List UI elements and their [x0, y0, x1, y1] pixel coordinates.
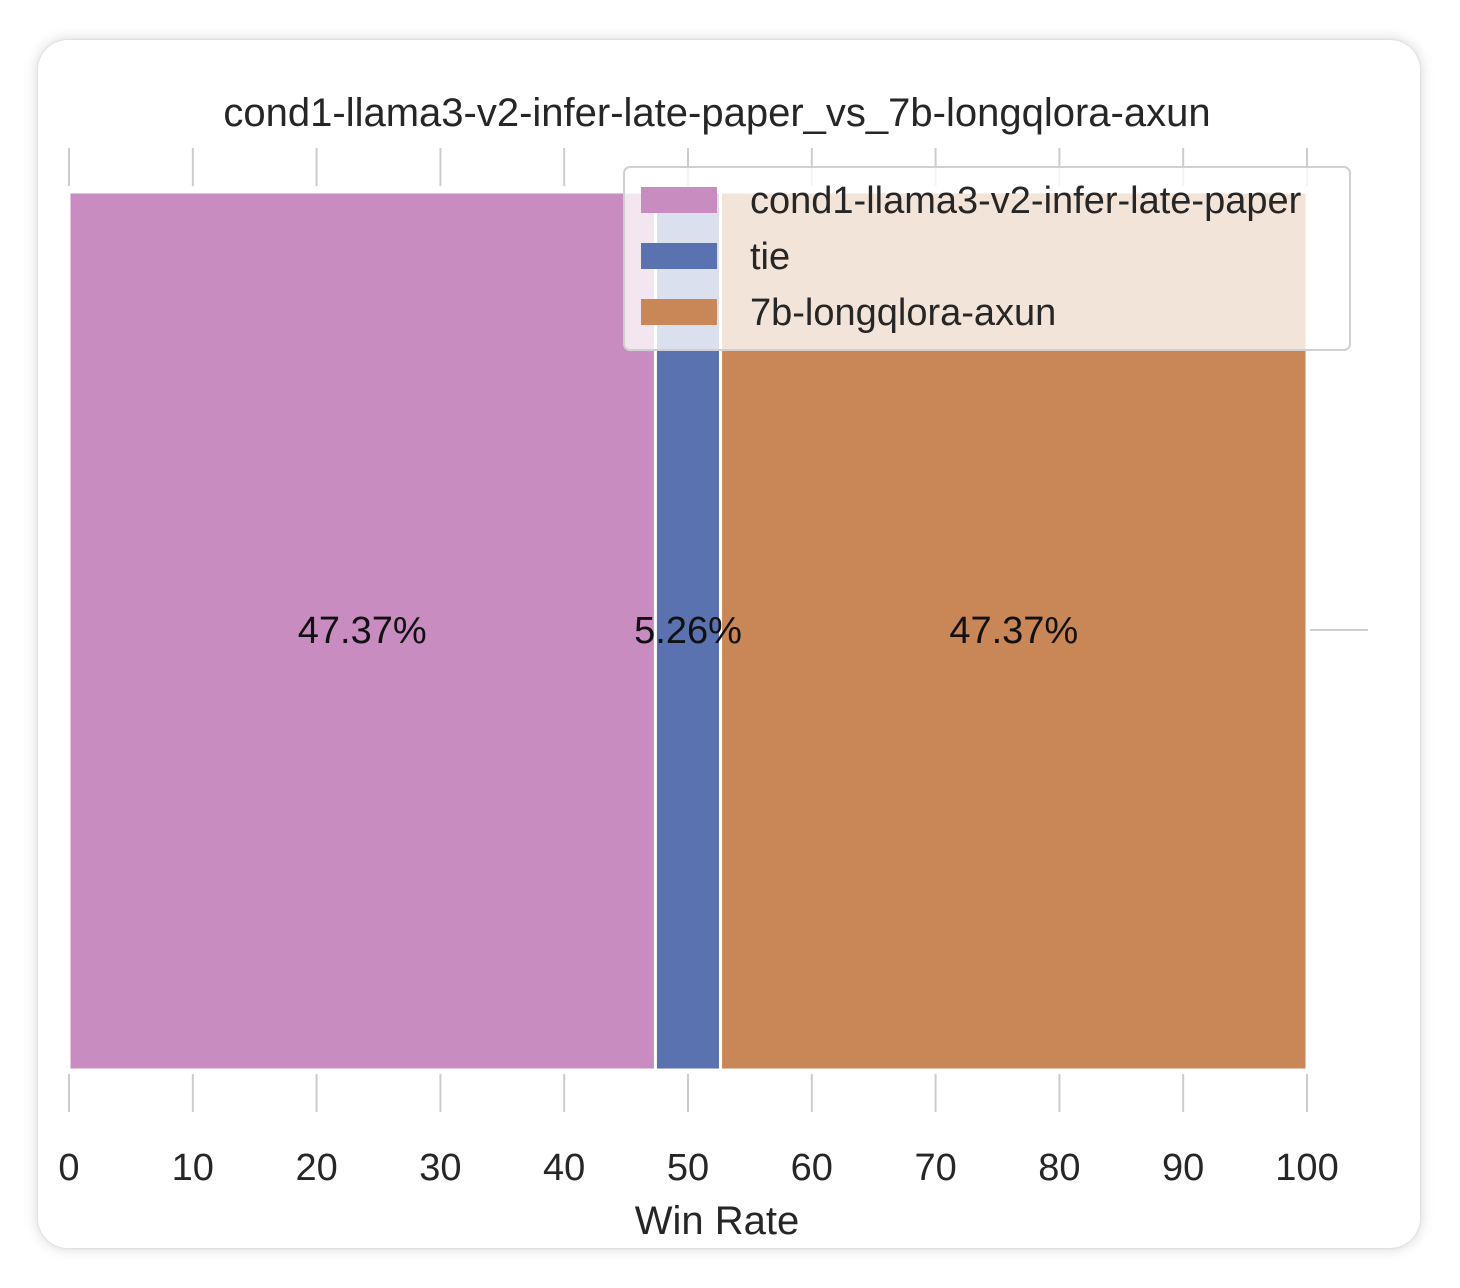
x-tick-label-2: 20: [295, 1147, 337, 1189]
x-tick-label-8: 80: [1038, 1147, 1080, 1189]
legend: cond1-llama3-v2-infer-late-paper tie 7b-lo…: [623, 166, 1351, 351]
stacked-bar-chart: cond1-llama3-v2-infer-late-paper_vs_7b-l…: [58, 91, 1368, 1243]
data-label-0: 47.37%: [298, 610, 427, 652]
x-tick-label-6: 60: [791, 1147, 833, 1189]
chart-title: cond1-llama3-v2-infer-late-paper_vs_7b-l…: [223, 91, 1210, 135]
x-tick-label-7: 70: [914, 1147, 956, 1189]
bar-segment-0: [67, 190, 657, 1072]
data-label-1: 5.26%: [634, 610, 742, 652]
legend-label-2: 7b-longqlora-axun: [750, 292, 1056, 334]
x-tick-label-5: 50: [667, 1147, 709, 1189]
x-tick-label-3: 30: [419, 1147, 461, 1189]
legend-swatch-2: [641, 299, 717, 325]
x-tick-label-4: 40: [543, 1147, 585, 1189]
legend-swatch-1: [641, 243, 717, 269]
legend-swatch-0: [641, 187, 717, 213]
x-tick-label-0: 0: [58, 1147, 79, 1189]
x-tick-label-1: 10: [172, 1147, 214, 1189]
x-tick-label-10: 100: [1275, 1147, 1338, 1189]
legend-box: [623, 166, 1351, 351]
chart-card: cond1-llama3-v2-infer-late-paper_vs_7b-l…: [38, 40, 1420, 1248]
data-label-2: 47.37%: [949, 610, 1078, 652]
legend-label-0: cond1-llama3-v2-infer-late-paper: [750, 180, 1302, 222]
x-axis-ticks: 0 10 20 30 40 50 60 70 80 90 100: [58, 148, 1339, 1189]
x-tick-label-9: 90: [1162, 1147, 1204, 1189]
data-label-group: 47.37% 5.26% 47.37%: [298, 610, 1078, 652]
x-axis-label: Win Rate: [635, 1199, 800, 1243]
legend-label-1: tie: [750, 236, 790, 278]
